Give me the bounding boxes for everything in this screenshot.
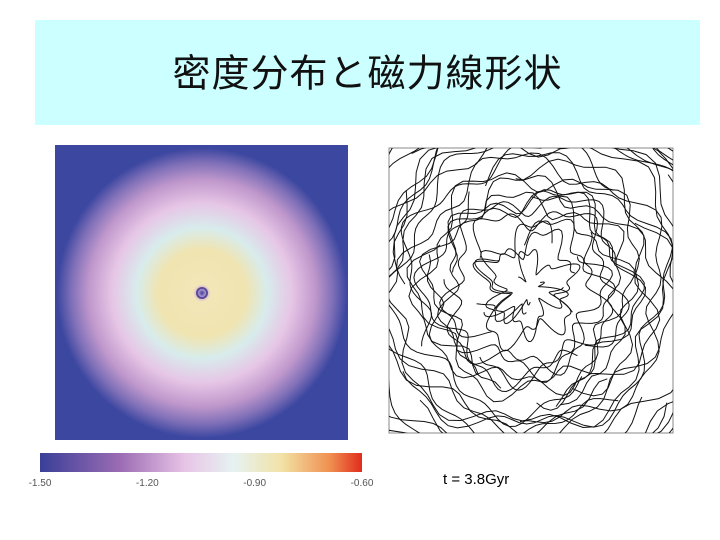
field-line xyxy=(472,211,630,348)
field-line xyxy=(480,228,575,322)
field-line xyxy=(396,152,663,424)
field-line xyxy=(389,148,583,428)
field-line xyxy=(419,174,645,397)
colorbar-tick-label: -0.90 xyxy=(243,478,266,489)
field-line xyxy=(447,190,645,411)
field-line xyxy=(439,195,616,338)
colorbar-tick-label: -1.50 xyxy=(29,478,52,489)
field-line xyxy=(443,256,613,376)
field-line-frame xyxy=(388,147,674,434)
colorbar-ticks: -1.50 -1.20 -0.90 -0.60 xyxy=(29,478,374,489)
field-line xyxy=(518,248,581,313)
field-line xyxy=(389,148,619,433)
field-line xyxy=(400,148,614,347)
colorbar-tick-label: -0.60 xyxy=(351,478,374,489)
field-line xyxy=(389,148,673,433)
field-line xyxy=(457,218,617,383)
field-line xyxy=(436,189,647,407)
field-line xyxy=(483,281,569,343)
field-line xyxy=(472,220,553,311)
colorbar-tick-label: -1.20 xyxy=(136,478,159,489)
field-line xyxy=(479,232,614,391)
field-line xyxy=(389,148,673,433)
caption: t = 3.8Gyr xyxy=(443,471,510,488)
title-box: 密度分布と磁力線形状 xyxy=(35,20,700,125)
field-line xyxy=(402,152,673,429)
field-line xyxy=(408,172,661,406)
field-line xyxy=(389,148,673,433)
colorbar xyxy=(40,453,362,472)
field-line xyxy=(413,191,578,393)
field-line xyxy=(474,258,531,325)
density-map xyxy=(57,148,347,438)
density-core xyxy=(196,287,208,299)
field-line xyxy=(426,195,635,397)
field-lines xyxy=(389,148,673,433)
field-line xyxy=(389,158,673,433)
slide-title: 密度分布と磁力線形状 xyxy=(172,51,563,96)
field-line xyxy=(389,148,673,429)
